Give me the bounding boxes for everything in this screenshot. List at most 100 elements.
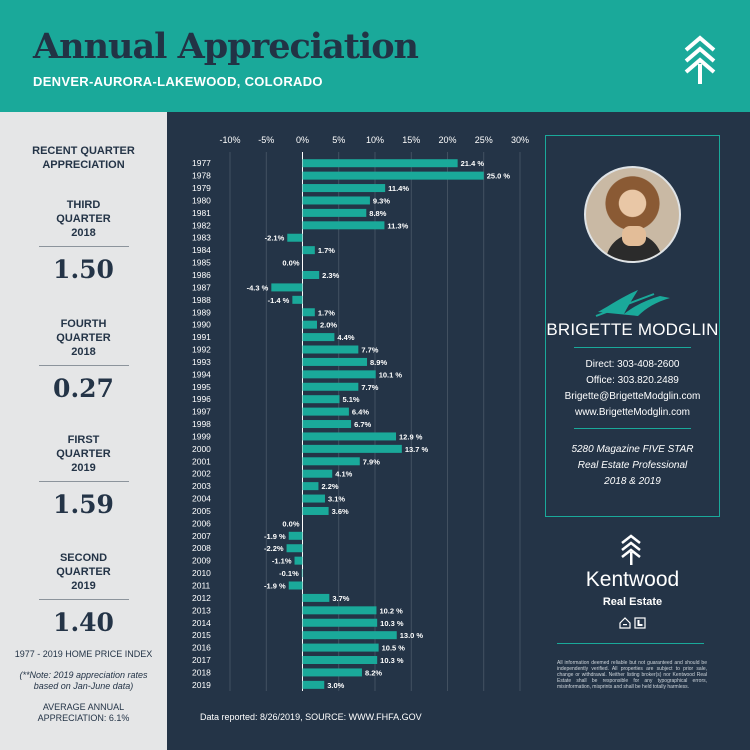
- data-label: 11.3%: [387, 221, 408, 230]
- bar: [302, 482, 319, 491]
- bar: [302, 631, 397, 640]
- bar: [302, 469, 333, 478]
- data-label: 12.9 %: [399, 432, 423, 441]
- category-label: 2008: [192, 543, 211, 553]
- divider: [574, 347, 691, 348]
- category-label: 1999: [192, 431, 211, 441]
- category-label: 1986: [192, 270, 211, 280]
- bar: [302, 432, 397, 441]
- data-label: 10.3 %: [380, 656, 404, 665]
- data-label: 1.7%: [318, 246, 335, 255]
- category-label: 1989: [192, 307, 211, 317]
- note-text: (**Note: 2019 appreciation rates based o…: [19, 670, 148, 691]
- data-label: 10.5 %: [382, 644, 406, 653]
- category-label: 1995: [192, 382, 211, 392]
- category-label: 1984: [192, 245, 211, 255]
- category-label: 1991: [192, 332, 211, 342]
- bar: [301, 569, 303, 578]
- category-label: 1996: [192, 394, 211, 404]
- x-tick-label: 15%: [402, 135, 420, 145]
- quarter-block: FIRST QUARTER 2019 1.59: [0, 433, 167, 519]
- bar: [302, 457, 360, 466]
- header-band: Annual Appreciation DENVER-AURORA-LAKEWO…: [0, 0, 750, 112]
- agent-name: BRIGETTE MODGLIN: [546, 320, 719, 339]
- data-label: -2.1%: [265, 234, 285, 243]
- category-label: 2004: [192, 494, 211, 504]
- award-line: 5280 Magazine FIVE STAR: [571, 444, 694, 455]
- divider: [38, 365, 129, 366]
- bar: [286, 544, 303, 553]
- data-label: 11.4%: [388, 184, 409, 193]
- category-label: 2003: [192, 481, 211, 491]
- data-label: 10.3 %: [380, 619, 404, 628]
- category-label: 1990: [192, 320, 211, 330]
- x-tick-label: 0%: [296, 135, 309, 145]
- category-label: 1987: [192, 282, 211, 292]
- data-label: 8.2%: [365, 668, 382, 677]
- quarter-label: SECOND QUARTER 2019: [56, 552, 111, 592]
- data-label: 13.0 %: [400, 631, 424, 640]
- data-label: 5.1%: [342, 395, 359, 404]
- category-label: 2011: [192, 580, 211, 590]
- data-label: 2.0%: [320, 321, 337, 330]
- data-label: 7.9%: [363, 457, 380, 466]
- agent-direct-phone[interactable]: Direct: 303-408-2600: [585, 359, 680, 370]
- data-label: 2.3%: [322, 271, 339, 280]
- brand-name: Kentwood: [585, 568, 680, 591]
- category-label: 1985: [192, 258, 211, 268]
- category-label: 2012: [192, 593, 211, 603]
- category-label: 2006: [192, 518, 211, 528]
- category-label: 1992: [192, 345, 211, 355]
- quarter-value: 1.59: [53, 490, 114, 519]
- agent-email[interactable]: Brigette@BrigetteModglin.com: [564, 391, 701, 402]
- category-label: 1998: [192, 419, 211, 429]
- quarter-value: 1.40: [53, 608, 114, 637]
- page-subtitle: DENVER-AURORA-LAKEWOOD, COLORADO: [33, 74, 323, 89]
- bar: [302, 407, 349, 416]
- category-label: 1979: [192, 183, 211, 193]
- agent-office-phone[interactable]: Office: 303.820.2489: [586, 375, 679, 386]
- bar: [302, 320, 317, 329]
- data-label: -2.2%: [264, 544, 284, 553]
- data-label: 0.0%: [282, 259, 299, 268]
- bar: [302, 333, 335, 342]
- quarter-label: THIRD QUARTER 2018: [56, 199, 111, 239]
- bar: [302, 494, 325, 503]
- data-label: -0.1%: [279, 569, 299, 578]
- category-label: 2009: [192, 556, 211, 566]
- category-label: 2015: [192, 630, 211, 640]
- category-label: 2018: [192, 667, 211, 677]
- category-label: 2000: [192, 444, 211, 454]
- category-label: 1980: [192, 195, 211, 205]
- kentwood-logo-icon: [621, 534, 641, 565]
- quarter-value: 0.27: [53, 374, 114, 403]
- x-tick-label: 10%: [366, 135, 384, 145]
- bar: [288, 531, 303, 540]
- data-label: 6.4%: [352, 408, 369, 417]
- bar: [302, 606, 377, 615]
- chevron-tree-icon: [684, 35, 716, 84]
- data-label: 3.1%: [328, 495, 345, 504]
- agent-website[interactable]: www.BrigetteModglin.com: [574, 407, 691, 418]
- data-label: 8.8%: [369, 209, 386, 218]
- sidebar-heading: RECENT QUARTER APPRECIATION: [32, 145, 135, 171]
- award-line: Real Estate Professional: [577, 460, 688, 471]
- data-label: -1.4 %: [268, 296, 290, 305]
- data-label: 8.9%: [370, 358, 387, 367]
- bar: [302, 668, 362, 677]
- category-label: 1994: [192, 369, 211, 379]
- data-label: 6.7%: [354, 420, 371, 429]
- x-tick-label: -5%: [258, 135, 274, 145]
- data-label: 7.7%: [361, 346, 378, 355]
- category-label: 2014: [192, 618, 211, 628]
- agent-card: BRIGETTE MODGLIN Direct: 303-408-2600 Of…: [545, 135, 720, 517]
- category-label: 2007: [192, 531, 211, 541]
- category-label: 1988: [192, 295, 211, 305]
- bar: [294, 556, 303, 565]
- bar: [302, 618, 378, 627]
- bar: [302, 420, 352, 429]
- bar: [302, 382, 359, 391]
- category-label: 2013: [192, 605, 211, 615]
- data-label: -1.9 %: [264, 581, 286, 590]
- bar: [302, 171, 484, 180]
